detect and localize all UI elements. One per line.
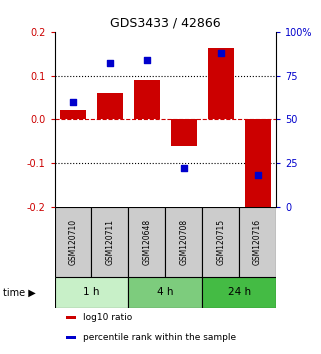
Bar [97,93,123,119]
Point [255,172,260,178]
Bar [165,207,202,277]
Bar [245,119,271,209]
Text: 4 h: 4 h [157,287,174,297]
Text: GSM120715: GSM120715 [216,219,225,265]
Bar [91,207,128,277]
Text: log10 ratio: log10 ratio [83,313,132,322]
Bar [202,207,239,277]
Text: 24 h: 24 h [228,287,251,297]
Bar [60,110,86,119]
Point [144,57,150,63]
Point [218,50,223,56]
Point [181,166,186,171]
Text: percentile rank within the sample: percentile rank within the sample [83,333,236,342]
Title: GDS3433 / 42866: GDS3433 / 42866 [110,16,221,29]
Text: 1 h: 1 h [83,287,100,297]
Bar [171,119,197,145]
Point [71,99,76,105]
Bar [55,207,91,277]
Point [107,61,112,66]
Text: GSM120711: GSM120711 [105,219,115,265]
Text: GSM120710: GSM120710 [68,219,78,265]
Bar [134,80,160,119]
Bar [239,207,276,277]
Bar [66,336,76,339]
Bar [208,48,234,119]
Bar [66,316,76,319]
Bar [202,277,276,308]
Text: time ▶: time ▶ [3,287,36,297]
Bar [55,277,128,308]
Bar [128,277,202,308]
Bar [128,207,165,277]
Text: GSM120648: GSM120648 [142,219,152,265]
Text: GSM120708: GSM120708 [179,219,188,265]
Text: GSM120716: GSM120716 [253,219,262,265]
